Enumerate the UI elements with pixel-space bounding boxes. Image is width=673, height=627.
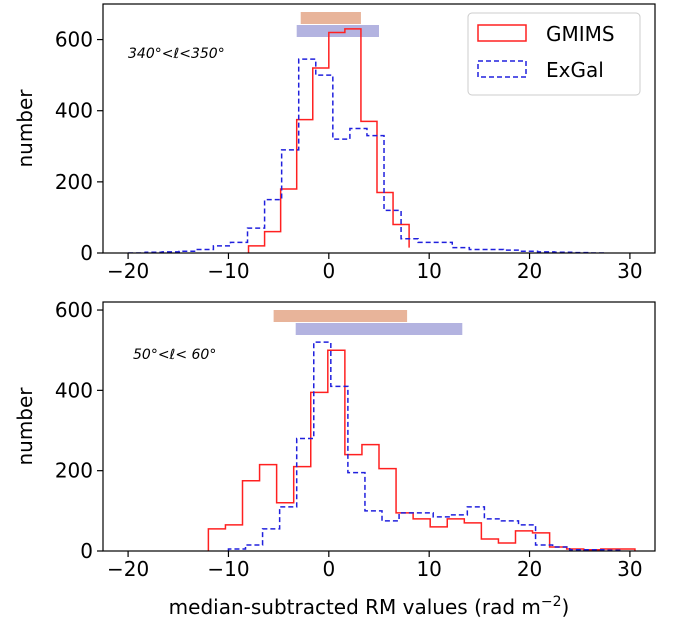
y-tick-label: 0 — [80, 241, 93, 265]
y-tick-label: 600 — [55, 298, 93, 322]
histogram-exgal — [227, 341, 622, 551]
x-tick-label: 30 — [617, 557, 642, 581]
legend-swatch-exgal — [477, 60, 527, 78]
x-tick-label: 10 — [416, 557, 441, 581]
x-tick-label: −10 — [207, 259, 249, 283]
y-axis-label: number — [13, 387, 37, 466]
histogram-gmims — [247, 28, 410, 253]
x-axis-label: median-subtracted RM values (rad m−2) — [169, 594, 570, 619]
x-tick-label: 0 — [322, 557, 335, 581]
histogram-exgal — [128, 58, 606, 253]
y-tick-label: 400 — [55, 99, 93, 123]
plot-frame — [102, 3, 656, 254]
y-tick-label: 400 — [55, 378, 93, 402]
y-tick-label: 600 — [55, 28, 93, 52]
x-tick-label: 20 — [517, 557, 542, 581]
series-group — [207, 341, 636, 551]
range-bar-gmims — [273, 310, 408, 322]
range-bar-exgal — [296, 25, 379, 37]
x-tick-label: −20 — [107, 259, 149, 283]
plot-frame — [102, 301, 656, 552]
x-tick-label: −20 — [107, 557, 149, 581]
legend-label-gmims: GMIMS — [546, 22, 615, 46]
legend-label-exgal: ExGal — [546, 58, 604, 82]
bottom-panel: −20 −10 0 10 20 30 0 200 400 600 number 50°<ℓ< 60° m… — [13, 298, 656, 619]
y-tick-label: 200 — [55, 459, 93, 483]
y-axis-label: number — [13, 89, 37, 168]
x-axis-label-main: median-subtracted RM values (rad m — [169, 595, 541, 619]
y-tick-label: 200 — [55, 170, 93, 194]
x-tick-label: 10 — [416, 259, 441, 283]
x-tick-label: 0 — [322, 259, 335, 283]
top-panel: −20 −10 0 10 20 30 0 200 400 600 number 340°<ℓ<350°… — [13, 3, 656, 283]
x-axis-label-exponent: −2 — [541, 594, 562, 610]
histogram-gmims — [207, 349, 636, 551]
range-bar-gmims — [300, 12, 361, 24]
x-tick-label: 20 — [517, 259, 542, 283]
x-tick-label: 30 — [617, 259, 642, 283]
x-tick-label: −10 — [207, 557, 249, 581]
legend-swatch-gmims — [477, 24, 527, 42]
region-annotation: 340°<ℓ<350° — [128, 46, 225, 62]
series-group — [128, 28, 606, 253]
x-axis-label-end: ) — [562, 595, 570, 619]
legend-box — [467, 12, 641, 96]
y-tick-label: 0 — [80, 539, 93, 563]
range-bar-exgal — [295, 323, 463, 335]
region-annotation: 50°<ℓ< 60° — [133, 347, 216, 363]
